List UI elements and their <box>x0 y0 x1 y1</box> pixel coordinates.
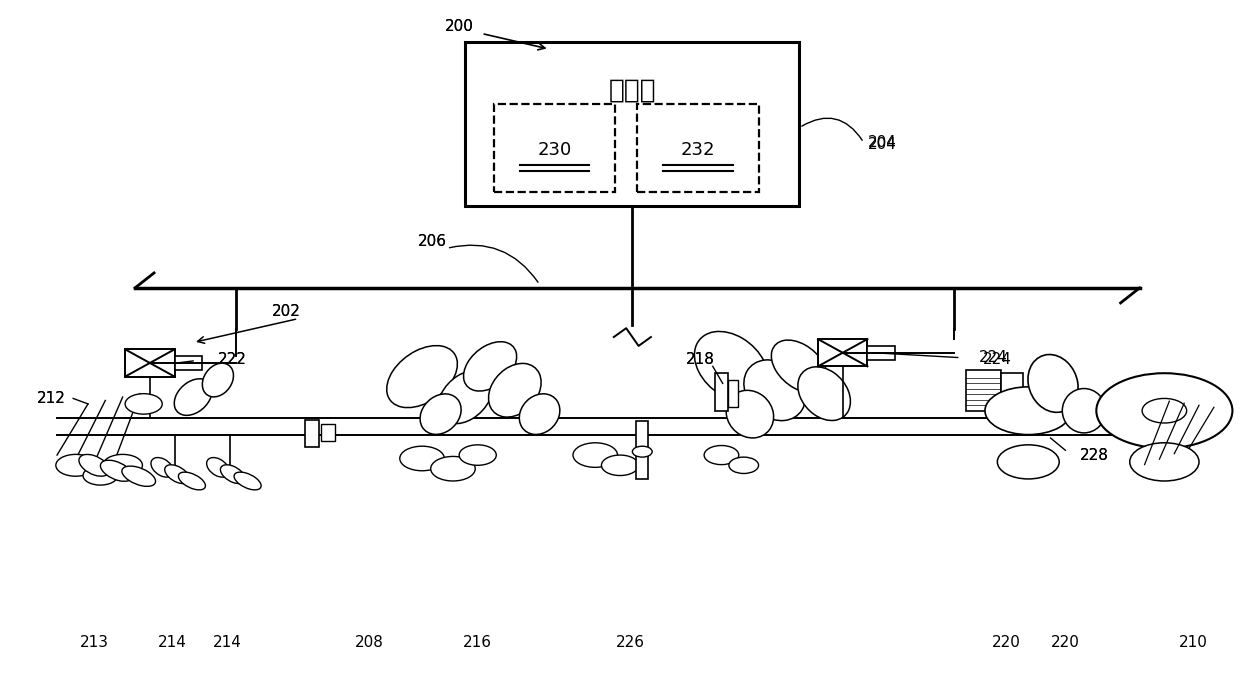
Ellipse shape <box>464 342 517 391</box>
Ellipse shape <box>234 472 262 490</box>
Ellipse shape <box>207 458 229 477</box>
Circle shape <box>430 456 475 481</box>
Bar <box>494 103 615 192</box>
Ellipse shape <box>151 458 174 477</box>
Text: 213: 213 <box>79 635 109 650</box>
Circle shape <box>125 394 162 414</box>
Text: 224: 224 <box>982 352 1012 367</box>
Text: 228: 228 <box>1080 447 1109 462</box>
Circle shape <box>601 455 639 475</box>
Text: 206: 206 <box>418 234 446 249</box>
Circle shape <box>459 445 496 465</box>
Text: 202: 202 <box>272 304 300 319</box>
Ellipse shape <box>165 465 190 484</box>
Text: 210: 210 <box>1178 635 1208 650</box>
Circle shape <box>632 446 652 457</box>
Bar <box>966 370 1001 411</box>
Circle shape <box>704 445 739 464</box>
Text: 212: 212 <box>36 391 66 406</box>
Text: 200: 200 <box>445 19 474 34</box>
Circle shape <box>1142 399 1187 423</box>
Ellipse shape <box>420 394 461 434</box>
Text: 228: 228 <box>1080 447 1109 462</box>
Ellipse shape <box>202 363 233 397</box>
Bar <box>465 42 800 206</box>
Bar <box>818 339 868 366</box>
Circle shape <box>997 445 1059 479</box>
Ellipse shape <box>489 364 541 417</box>
Text: 204: 204 <box>868 135 897 150</box>
Text: 204: 204 <box>868 137 897 152</box>
Ellipse shape <box>100 460 133 482</box>
Text: 220: 220 <box>1052 635 1080 650</box>
Bar <box>728 380 738 408</box>
Ellipse shape <box>438 371 492 423</box>
Ellipse shape <box>122 466 155 486</box>
Text: 222: 222 <box>218 352 247 367</box>
Text: 208: 208 <box>355 635 383 650</box>
Text: 200: 200 <box>445 19 474 34</box>
Text: 224: 224 <box>978 350 1008 365</box>
Bar <box>715 373 728 411</box>
Text: 220: 220 <box>992 635 1021 650</box>
Bar <box>868 346 895 360</box>
Text: 232: 232 <box>681 141 715 159</box>
Ellipse shape <box>771 340 827 393</box>
Text: 230: 230 <box>537 141 572 159</box>
Bar <box>175 356 202 370</box>
Bar <box>637 103 759 192</box>
Circle shape <box>399 446 444 471</box>
Bar <box>321 425 336 441</box>
Text: 212: 212 <box>36 391 66 406</box>
Ellipse shape <box>694 332 769 401</box>
Text: 214: 214 <box>157 635 186 650</box>
Text: 216: 216 <box>464 635 492 650</box>
Circle shape <box>56 454 95 476</box>
Circle shape <box>573 443 618 467</box>
Text: 206: 206 <box>418 234 446 249</box>
Ellipse shape <box>727 390 774 438</box>
Ellipse shape <box>744 360 806 421</box>
Text: 226: 226 <box>615 635 645 650</box>
Ellipse shape <box>1028 355 1078 412</box>
Text: 218: 218 <box>686 352 714 367</box>
Text: 214: 214 <box>213 635 242 650</box>
Text: 222: 222 <box>218 352 247 367</box>
Bar <box>1001 373 1023 408</box>
Ellipse shape <box>175 379 212 415</box>
Circle shape <box>729 457 759 473</box>
Circle shape <box>103 454 143 476</box>
Bar <box>636 421 649 479</box>
Circle shape <box>1130 443 1199 481</box>
Ellipse shape <box>520 394 559 434</box>
Bar <box>125 349 175 377</box>
Ellipse shape <box>179 472 206 490</box>
Ellipse shape <box>387 346 458 408</box>
Circle shape <box>1096 373 1233 448</box>
Circle shape <box>985 387 1071 434</box>
Text: 202: 202 <box>272 304 300 319</box>
Ellipse shape <box>1063 388 1106 433</box>
Ellipse shape <box>221 465 246 484</box>
Text: 控制器: 控制器 <box>609 77 656 103</box>
Ellipse shape <box>79 454 109 476</box>
Text: 218: 218 <box>686 352 714 367</box>
Bar <box>305 420 320 447</box>
Ellipse shape <box>797 367 851 421</box>
Circle shape <box>83 466 118 485</box>
